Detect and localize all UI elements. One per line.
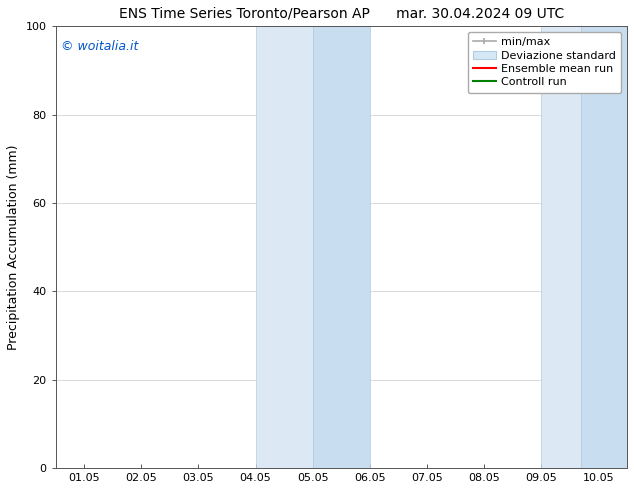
Bar — [581, 26, 627, 468]
Bar — [256, 26, 313, 468]
Legend: min/max, Deviazione standard, Ensemble mean run, Controll run: min/max, Deviazione standard, Ensemble m… — [468, 32, 621, 93]
Title: ENS Time Series Toronto/Pearson AP      mar. 30.04.2024 09 UTC: ENS Time Series Toronto/Pearson AP mar. … — [119, 7, 564, 21]
Bar — [313, 26, 370, 468]
Bar — [541, 26, 581, 468]
Y-axis label: Precipitation Accumulation (mm): Precipitation Accumulation (mm) — [7, 145, 20, 350]
Text: © woitalia.it: © woitalia.it — [61, 40, 139, 52]
